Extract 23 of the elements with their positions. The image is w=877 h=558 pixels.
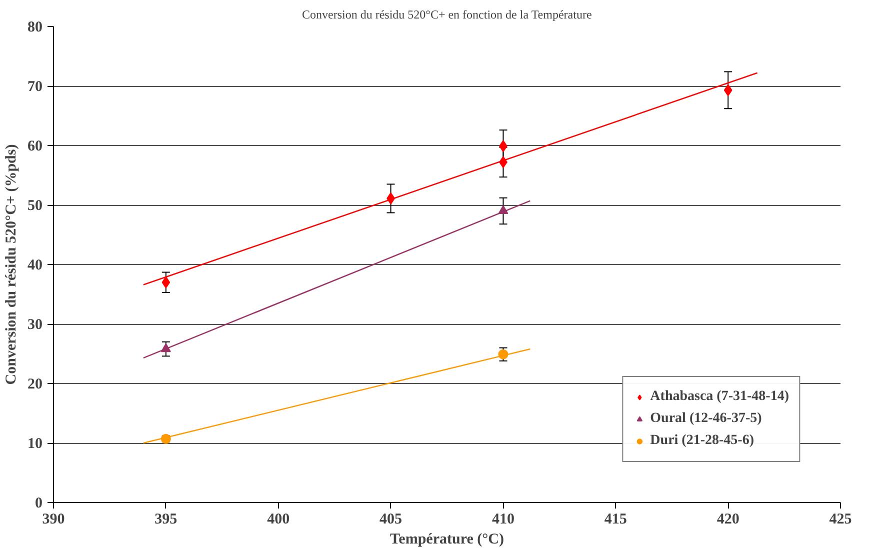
- y-tick-label: 20: [28, 376, 42, 392]
- y-tick-label: 0: [35, 496, 42, 512]
- x-tick-label: 420: [716, 512, 740, 528]
- y-tick-label: 50: [28, 198, 42, 214]
- y-tick-label: 70: [28, 79, 42, 95]
- x-tick-label: 400: [267, 512, 290, 528]
- x-tick-label: 405: [380, 512, 402, 528]
- chart-title: Conversion du résidu 520°C+ en fonction de la Température: [302, 8, 592, 22]
- x-tick-label: 410: [492, 512, 514, 528]
- y-tick-label: 40: [28, 258, 42, 274]
- y-tick-label: 30: [28, 317, 42, 333]
- y-tick-label: 60: [28, 138, 42, 154]
- y-tick-label: 10: [28, 436, 42, 452]
- x-tick-label: 395: [154, 512, 178, 528]
- x-tick-label: 425: [829, 512, 852, 528]
- x-axis-title: Température (°C): [390, 532, 504, 548]
- y-axis-title: Conversion du résidu 520°C+ (%pds): [4, 144, 20, 385]
- x-tick-label: 390: [42, 512, 65, 528]
- x-tick-label: 415: [604, 512, 627, 528]
- legend-label: Oural (12-46-37-5): [650, 411, 762, 427]
- legend-label: Athabasca (7-31-48-14): [650, 389, 789, 405]
- legend-label: Duri (21-28-45-6): [650, 433, 754, 449]
- y-tick-label: 80: [28, 20, 42, 36]
